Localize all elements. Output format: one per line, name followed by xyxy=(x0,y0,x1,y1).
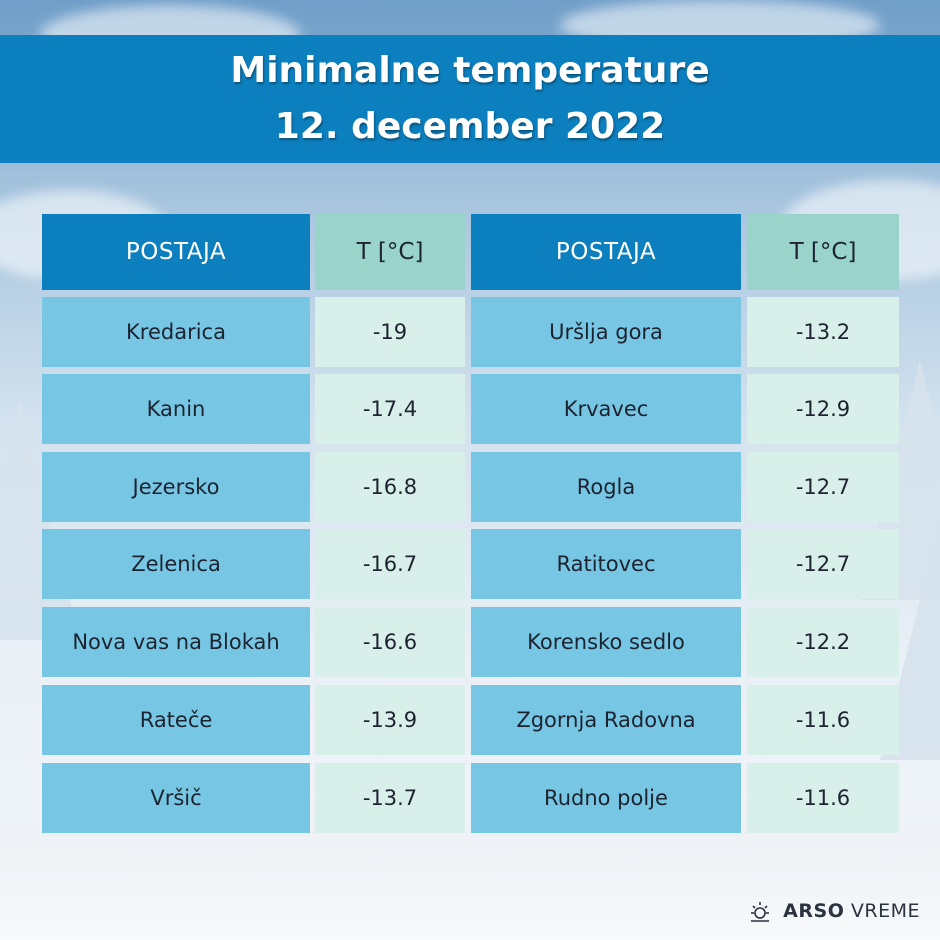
brand-name: ARSO VREME xyxy=(783,900,920,922)
temperature-cell: -12.2 xyxy=(747,607,899,677)
station-cell: Uršlja gora xyxy=(471,297,741,367)
temperature-cell: -12.9 xyxy=(747,374,899,444)
temperature-cell: -13.2 xyxy=(747,297,899,367)
station-cell: Kanin xyxy=(42,374,310,444)
station-cell: Krvavec xyxy=(471,374,741,444)
temperature-cell: -11.6 xyxy=(747,685,899,755)
temperature-cell: -13.9 xyxy=(315,685,465,755)
title-banner: Minimalne temperature 12. december 2022 xyxy=(0,35,940,163)
temperature-cell: -16.8 xyxy=(315,452,465,522)
footer-brand: ARSO VREME xyxy=(747,898,920,924)
brand-bold: ARSO xyxy=(783,900,845,922)
station-cell: Zelenica xyxy=(42,529,310,599)
temperature-cell: -19 xyxy=(315,297,465,367)
column-header-temperature: T [°C] xyxy=(747,214,899,290)
column-header-station: POSTAJA xyxy=(471,214,741,290)
station-cell: Rudno polje xyxy=(471,763,741,833)
station-cell: Rateče xyxy=(42,685,310,755)
station-cell: Korensko sedlo xyxy=(471,607,741,677)
station-cell: Jezersko xyxy=(42,452,310,522)
temperature-cell: -11.6 xyxy=(747,763,899,833)
station-cell: Rogla xyxy=(471,452,741,522)
station-cell: Nova vas na Blokah xyxy=(42,607,310,677)
column-header-station: POSTAJA xyxy=(42,214,310,290)
brand-light: VREME xyxy=(850,900,920,922)
station-cell: Zgornja Radovna xyxy=(471,685,741,755)
temperature-cell: -13.7 xyxy=(315,763,465,833)
station-cell: Ratitovec xyxy=(471,529,741,599)
station-cell: Vršič xyxy=(42,763,310,833)
temperature-cell: -17.4 xyxy=(315,374,465,444)
temperature-cell: -16.7 xyxy=(315,529,465,599)
temperature-cell: -12.7 xyxy=(747,529,899,599)
title-line-1: Minimalne temperature xyxy=(230,50,710,91)
sun-icon xyxy=(751,902,770,922)
temperature-cell: -16.6 xyxy=(315,607,465,677)
column-header-temperature: T [°C] xyxy=(315,214,465,290)
title-line-2: 12. december 2022 xyxy=(274,106,666,147)
temperature-cell: -12.7 xyxy=(747,452,899,522)
station-cell: Kredarica xyxy=(42,297,310,367)
